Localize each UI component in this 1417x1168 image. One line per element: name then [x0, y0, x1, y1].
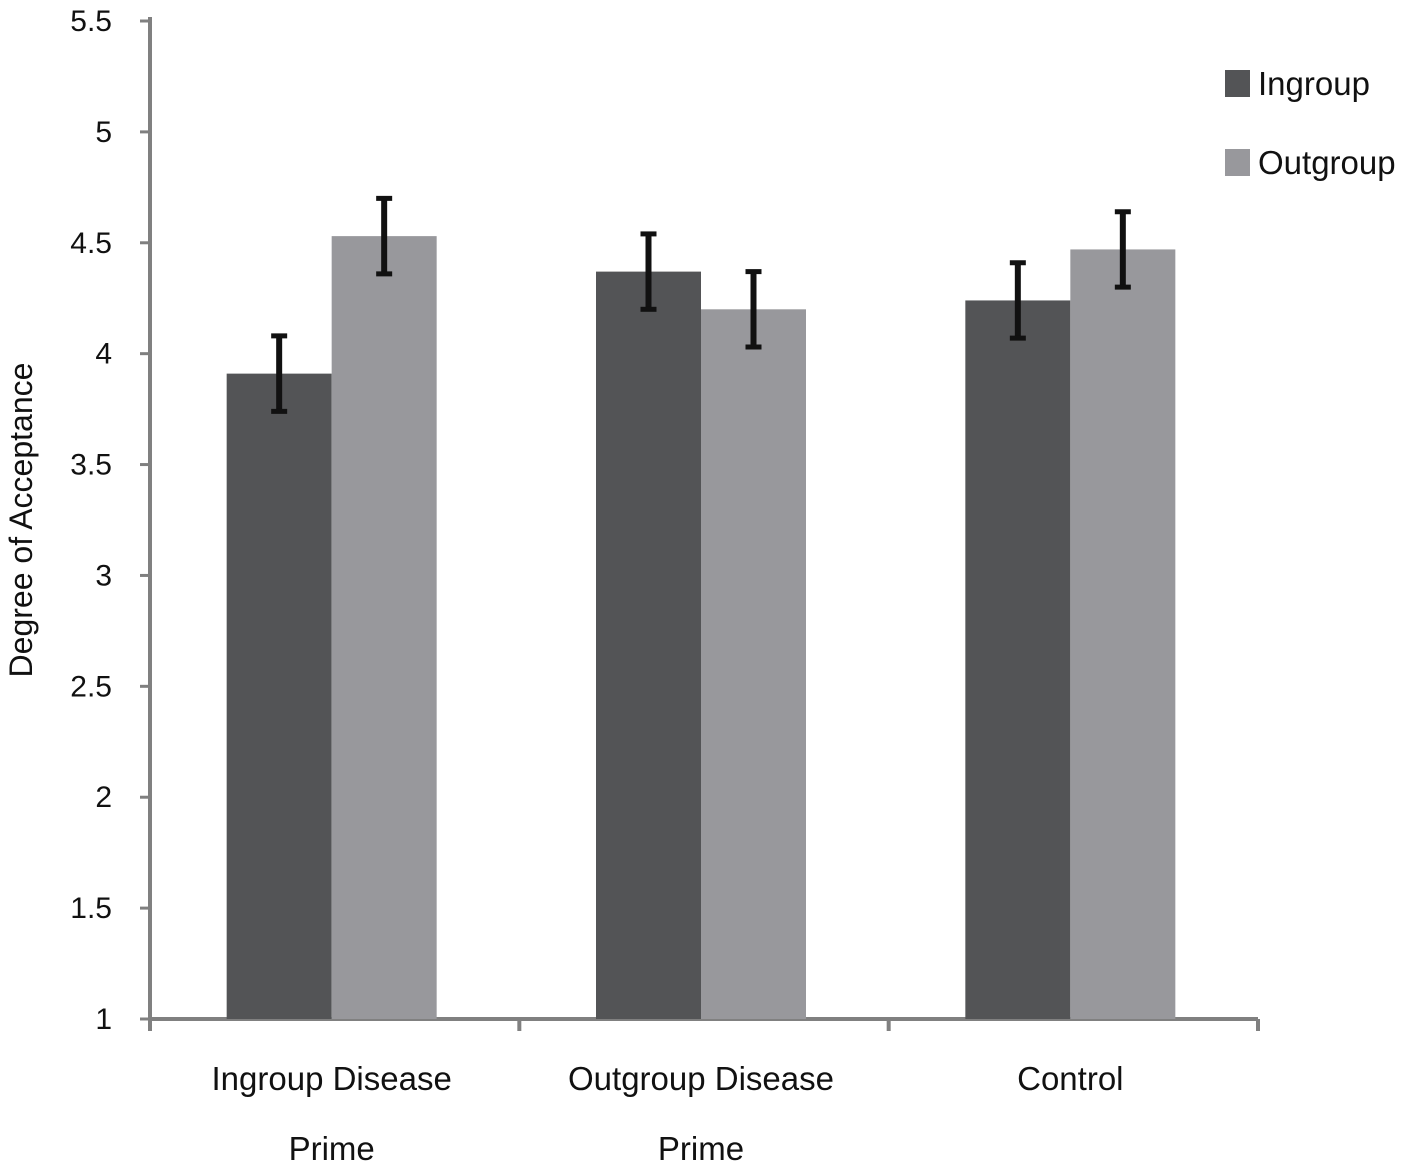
y-tick-label: 2 [95, 781, 112, 814]
legend: Ingroup Outgroup [1225, 65, 1396, 181]
y-tick-label: 3 [95, 559, 112, 592]
y-tick-label: 5 [95, 116, 112, 149]
error-bars [271, 195, 1131, 414]
x-axis: Ingroup Disease Prime Outgroup Disease Prim… [148, 1017, 1260, 1167]
y-axis: 1 1.5 2 2.5 3 3.5 4 4.5 5 5.5 [70, 5, 152, 1036]
x-category-label-line2: Prime [289, 1130, 375, 1167]
x-category-label: Outgroup Disease [568, 1060, 834, 1097]
legend-swatch-ingroup [1225, 70, 1250, 97]
y-tick-label: 4.5 [70, 227, 112, 260]
y-tick-label: 4 [95, 338, 112, 371]
bar-outgroup [331, 236, 437, 1019]
y-tick-label: 1.5 [70, 892, 112, 925]
x-category-label: Control [1017, 1060, 1123, 1097]
bar-outgroup [1070, 249, 1176, 1020]
bar-ingroup [226, 373, 332, 1019]
y-tick-label: 5.5 [70, 5, 112, 38]
legend-label-ingroup: Ingroup [1258, 65, 1370, 102]
x-category-label-line2: Prime [658, 1130, 744, 1167]
bar-ingroup [596, 271, 701, 1019]
bar-outgroup [701, 309, 806, 1019]
y-tick-label: 3.5 [70, 449, 112, 482]
bar-ingroup [965, 300, 1071, 1019]
y-tick-label: 1 [95, 1003, 112, 1036]
x-category-label: Ingroup Disease [212, 1060, 452, 1097]
y-axis-title: Degree of Acceptance [3, 363, 39, 678]
legend-label-outgroup: Outgroup [1258, 144, 1396, 181]
y-tick-label: 2.5 [70, 670, 112, 703]
legend-swatch-outgroup [1225, 149, 1250, 176]
bars [226, 236, 1176, 1020]
